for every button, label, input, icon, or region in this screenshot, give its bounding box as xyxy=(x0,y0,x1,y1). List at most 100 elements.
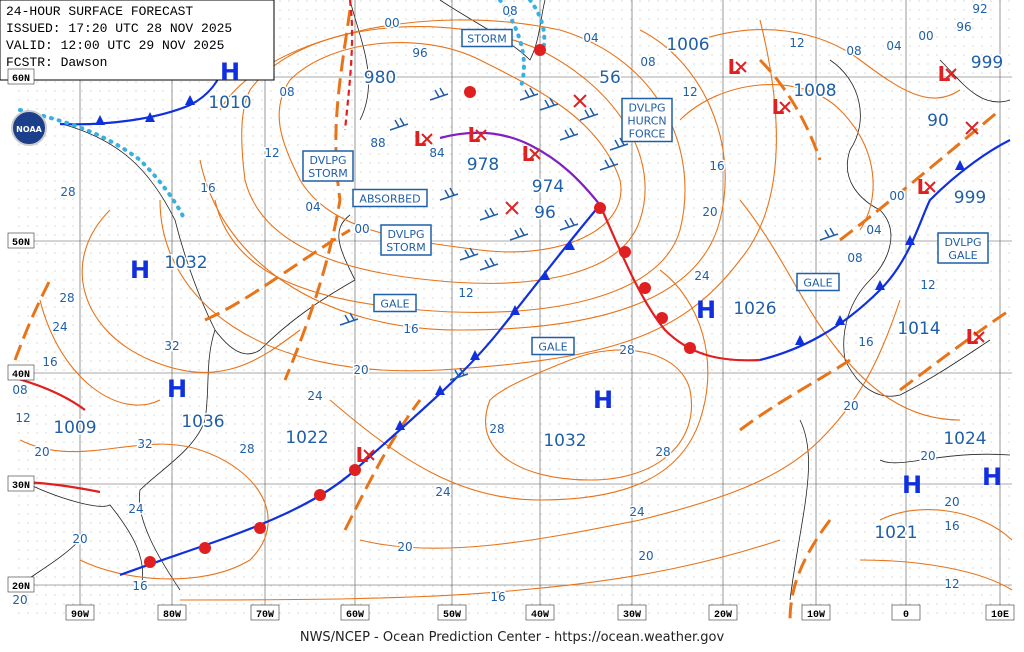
cold-front xyxy=(759,139,1011,362)
low-center: L xyxy=(772,95,785,119)
isobar-label: 20 xyxy=(843,399,858,413)
map-background xyxy=(12,0,1012,620)
low-center: L xyxy=(966,325,979,349)
cold-front-symbol xyxy=(510,305,520,315)
isobar-label: 12 xyxy=(682,85,697,99)
high-center: H xyxy=(167,375,187,403)
longitude-box xyxy=(437,604,467,621)
isobar-label: 16 xyxy=(42,355,57,369)
isobar-label: 92 xyxy=(972,2,987,16)
longitude-label: 30W xyxy=(623,610,641,621)
cold-front-symbol xyxy=(185,95,195,105)
pressure-label: 1014 xyxy=(897,319,940,339)
isobar-label: 12 xyxy=(789,36,804,50)
isobar-label: 16 xyxy=(944,519,959,533)
high-center: H xyxy=(220,58,240,86)
isobar-label: 20 xyxy=(702,205,717,219)
warning-label: FORCE xyxy=(629,128,666,141)
isobar-label: 04 xyxy=(583,31,598,45)
wind-barb xyxy=(559,127,579,141)
longitude-box xyxy=(617,604,647,621)
pressure-label: 1032 xyxy=(543,431,586,451)
high-center: H xyxy=(902,471,922,499)
header-box xyxy=(0,0,275,81)
warning-label: STORM xyxy=(386,241,426,254)
isobar-label: 16 xyxy=(403,322,418,336)
pressure-label: 90 xyxy=(927,111,949,131)
pressure-label: 1008 xyxy=(793,81,836,101)
isobar-label: 04 xyxy=(866,223,881,237)
isobar-label: 20 xyxy=(34,445,49,459)
wind-barb xyxy=(479,257,499,271)
warm-front-symbol xyxy=(199,542,211,554)
pressure-label: 1036 xyxy=(181,412,224,432)
warm-front-symbol xyxy=(144,556,156,568)
cold-front-symbol xyxy=(905,235,915,245)
header-line: ISSUED: 17:20 UTC 28 NOV 2025 xyxy=(6,21,232,36)
isobar-label: 24 xyxy=(307,389,322,403)
low-x xyxy=(735,61,747,73)
warning-label: DVLPG xyxy=(387,228,424,241)
pressure-label: 1006 xyxy=(666,35,709,55)
longitude-label: 60W xyxy=(346,610,364,621)
longitude-box xyxy=(525,604,555,621)
warning-box xyxy=(796,272,840,292)
trough xyxy=(204,228,351,322)
isobar-label: 12 xyxy=(15,411,30,425)
coastlines xyxy=(19,0,1011,601)
latitude-box xyxy=(7,68,35,85)
pressure-label: 1026 xyxy=(733,299,776,319)
wind-barb xyxy=(479,207,499,221)
wind-barb xyxy=(819,227,839,241)
longitude-label: 70W xyxy=(256,610,274,621)
low-center: L xyxy=(468,123,481,147)
isobar-label: 00 xyxy=(889,189,904,203)
high-center: H xyxy=(982,463,1002,491)
latitude-box xyxy=(7,364,35,381)
longitude-box xyxy=(340,604,370,621)
header-line: FCSTR: Dawson xyxy=(6,55,107,70)
low-x xyxy=(945,68,957,80)
warm-front-symbol xyxy=(349,464,361,476)
isobar-label: 12 xyxy=(920,278,935,292)
isobar xyxy=(199,29,726,331)
pressure-label: 1010 xyxy=(208,93,251,113)
isobar-label: 28 xyxy=(60,185,75,199)
warm-front-symbol xyxy=(656,312,668,324)
isobar xyxy=(679,29,961,231)
low-center: L xyxy=(938,62,951,86)
latitude-box xyxy=(7,232,35,249)
trough xyxy=(343,399,422,531)
isobar xyxy=(859,509,1013,591)
cold-front-symbol xyxy=(470,350,480,360)
warning-label: DVLPG xyxy=(628,102,665,115)
high-center: H xyxy=(130,256,150,284)
isobar-label: 16 xyxy=(709,159,724,173)
longitude-label: 40W xyxy=(531,610,549,621)
isobar xyxy=(485,349,692,481)
longitude-box xyxy=(891,604,921,621)
warning-box xyxy=(302,150,354,182)
warning-label: GALE xyxy=(380,298,409,311)
isobar xyxy=(278,42,622,253)
latitude-label: 60N xyxy=(12,74,30,85)
latitude-label: 50N xyxy=(12,238,30,249)
low-center: L xyxy=(728,55,741,79)
latitude-box xyxy=(7,475,35,492)
isobar-label: 20 xyxy=(353,363,368,377)
latitude-label: 20N xyxy=(12,582,30,593)
warning-label: GALE xyxy=(538,341,567,354)
isobar xyxy=(81,209,301,373)
isobar-label: 08 xyxy=(846,44,861,58)
trough xyxy=(839,108,1001,242)
wind-barb xyxy=(339,312,359,326)
isobar-label: 24 xyxy=(629,505,644,519)
isobar-label: 20 xyxy=(12,593,27,607)
cold-front-symbol xyxy=(540,270,550,280)
trough xyxy=(758,58,822,161)
isobar-label: 08 xyxy=(12,383,27,397)
latitude-label: 30N xyxy=(12,481,30,492)
isobar-label: 88 xyxy=(370,136,385,150)
warning-box xyxy=(531,336,575,356)
forecast-x xyxy=(573,94,587,108)
